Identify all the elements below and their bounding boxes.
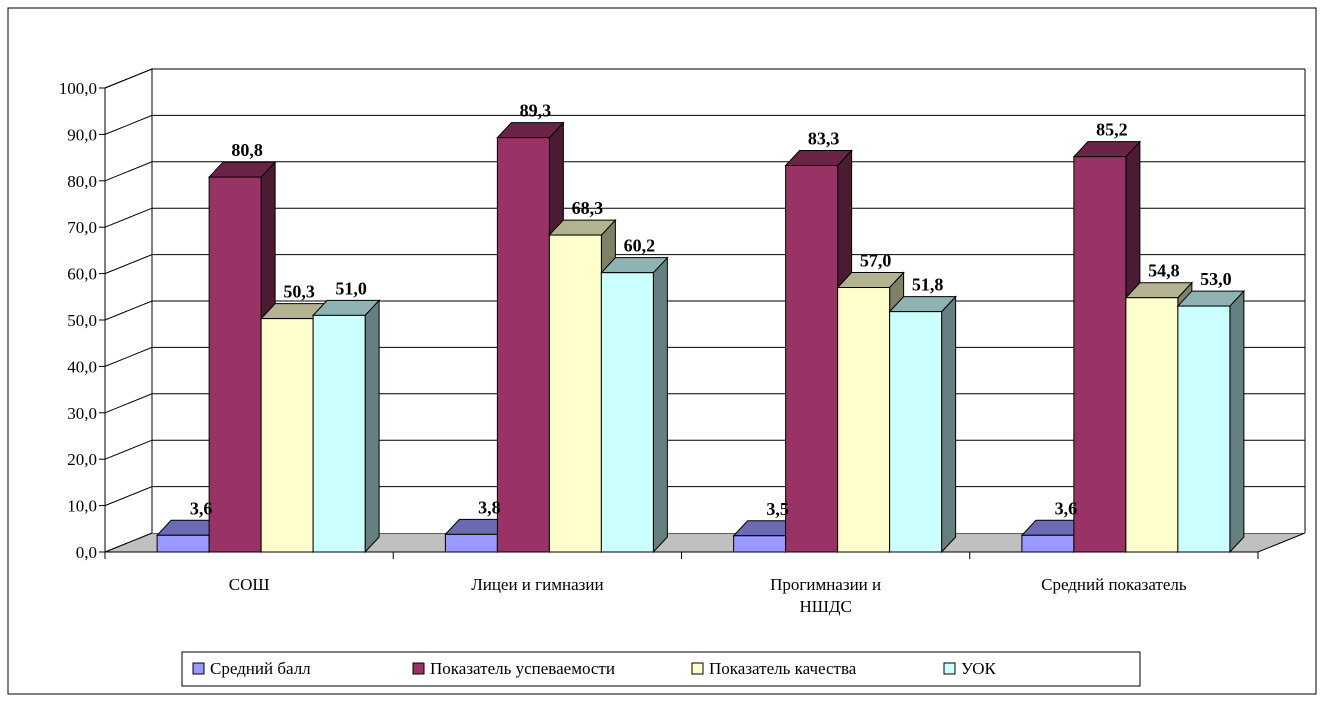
y-tick-label: 80,0 <box>67 172 97 191</box>
y-tick-label: 70,0 <box>67 218 97 237</box>
data-label: 60,2 <box>624 236 656 256</box>
bar-side <box>364 299 380 554</box>
bar-front <box>312 314 366 553</box>
bar-side <box>652 256 668 554</box>
legend-swatch <box>691 662 704 675</box>
data-label: 3,8 <box>478 497 501 517</box>
bar <box>600 256 669 554</box>
legend-item-label: УОК <box>961 659 996 678</box>
data-label: 57,0 <box>860 251 892 271</box>
y-tick-label: 60,0 <box>67 265 97 284</box>
gridline <box>104 68 1305 89</box>
bar-front <box>548 234 602 553</box>
bar <box>311 299 381 554</box>
legend-swatch <box>192 662 205 675</box>
bar-front <box>1125 297 1179 553</box>
bar-front <box>1073 156 1127 553</box>
data-label: 50,3 <box>283 282 315 302</box>
legend-item-label: Средний балл <box>210 659 311 678</box>
data-label: 85,2 <box>1096 120 1128 140</box>
y-tick-label: 0,0 <box>76 543 97 562</box>
gridline <box>104 207 1305 228</box>
gridline <box>104 161 1305 182</box>
bar-front <box>889 311 943 553</box>
data-label: 3,5 <box>766 499 789 519</box>
bar-front <box>156 534 210 553</box>
bar-front <box>600 272 654 553</box>
data-label: 89,3 <box>520 101 552 121</box>
data-label: 51,8 <box>912 275 944 295</box>
gridline <box>104 254 1305 275</box>
data-label: 80,8 <box>231 140 263 160</box>
bar-side <box>1229 289 1245 554</box>
bar-front <box>733 535 787 553</box>
y-tick-label: 90,0 <box>67 125 97 144</box>
legend-swatch <box>943 662 956 675</box>
bar-front <box>1021 534 1075 553</box>
data-label: 68,3 <box>572 198 604 218</box>
legend-item-label: Показатель успеваемости <box>430 659 615 678</box>
x-category-label: Лицеи и гимназии <box>471 575 603 594</box>
legend-swatch <box>412 662 425 675</box>
bar-front <box>837 287 891 553</box>
gridline <box>104 114 1305 135</box>
bar-front <box>444 533 498 553</box>
data-label: 3,6 <box>190 498 213 518</box>
y-tick-label: 20,0 <box>67 450 97 469</box>
bar-front <box>260 318 314 553</box>
y-tick-label: 40,0 <box>67 357 97 376</box>
y-tick-label: 30,0 <box>67 404 97 423</box>
legend-item-label: Показатель качества <box>709 659 857 678</box>
x-category-label: Прогимназии и НШДС <box>770 575 881 616</box>
bar-front <box>1177 305 1231 553</box>
legend-box <box>181 651 1141 687</box>
data-label: 53,0 <box>1200 269 1232 289</box>
data-label: 54,8 <box>1148 261 1180 281</box>
data-label: 51,0 <box>335 278 367 298</box>
y-tick-label: 50,0 <box>67 311 97 330</box>
bar <box>1020 519 1090 554</box>
y-tick-label: 10,0 <box>67 497 97 516</box>
x-category-label: СОШ <box>229 575 270 594</box>
bar-front <box>208 176 262 553</box>
data-label: 3,6 <box>1055 498 1078 518</box>
bar-front <box>496 137 550 553</box>
bar <box>888 295 957 554</box>
data-label: 83,3 <box>808 128 840 148</box>
bar-front <box>785 164 839 553</box>
x-category-label: Средний показатель <box>1041 575 1187 594</box>
bar-side <box>941 295 957 554</box>
y-tick-label: 100,0 <box>59 79 97 98</box>
bar <box>1176 289 1246 554</box>
